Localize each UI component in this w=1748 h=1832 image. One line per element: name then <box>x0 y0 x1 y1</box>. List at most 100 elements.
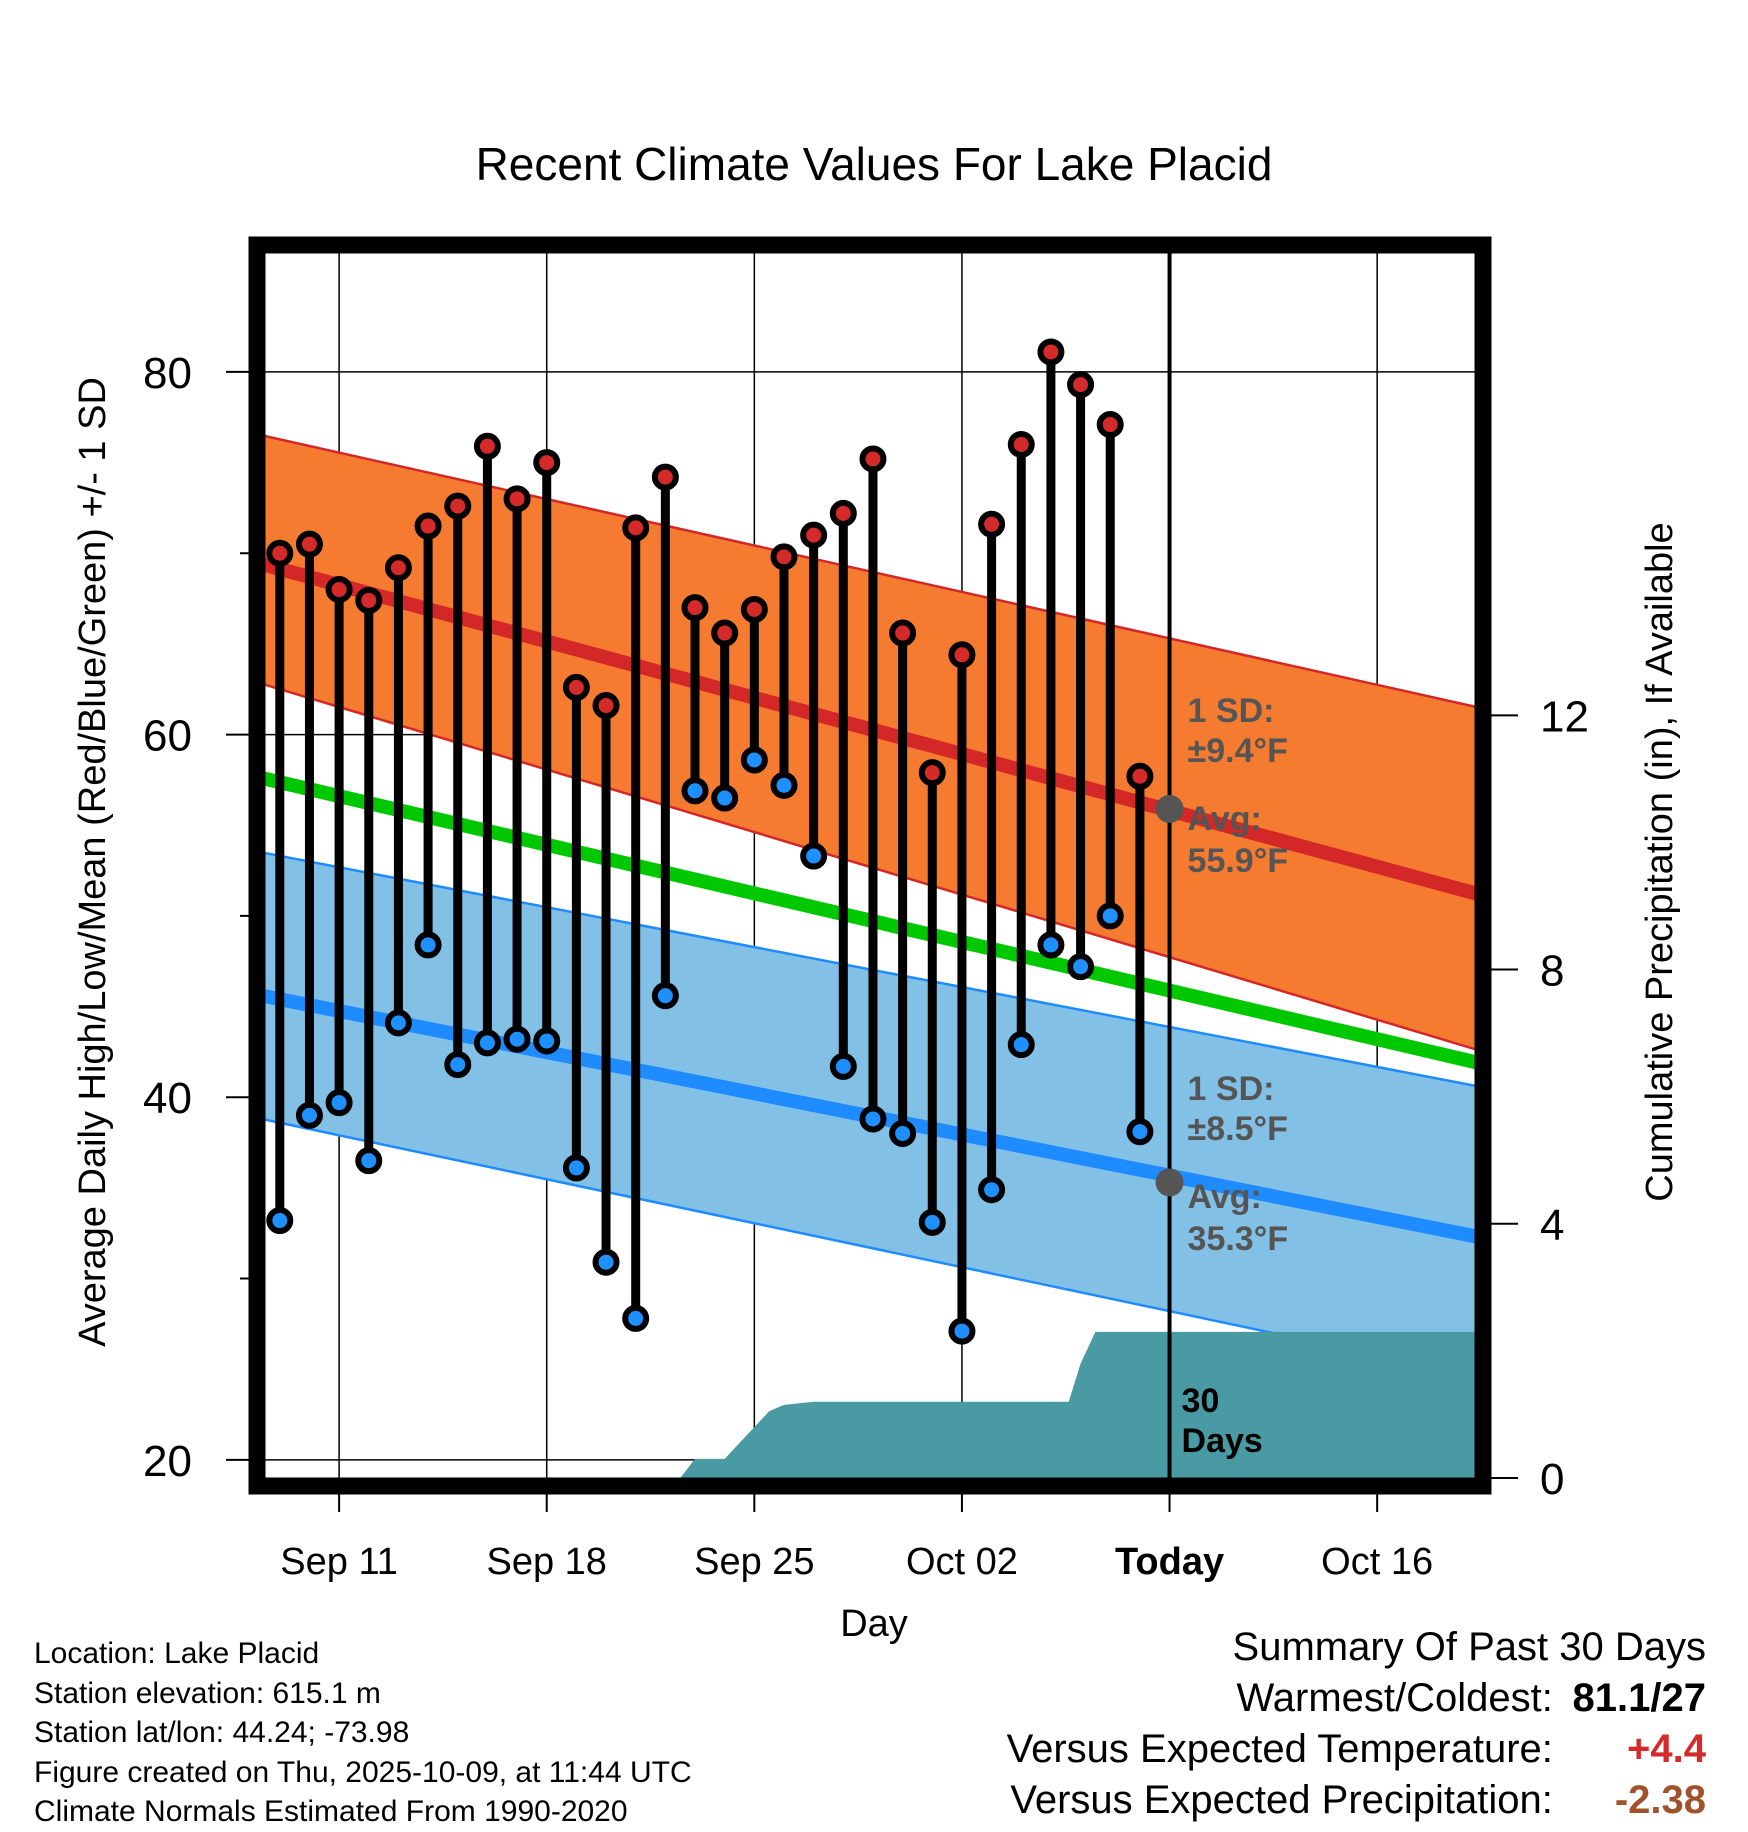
summary-precip-value: -2.38 <box>1614 1778 1706 1822</box>
x-tick-label-2: Sep 25 <box>694 1541 814 1583</box>
high-avg-value: 55.9°F <box>1188 842 1289 880</box>
y2-tick-label-4: 4 <box>1540 1201 1564 1250</box>
low-sd-value: ±8.5°F <box>1188 1110 1288 1148</box>
station-info: Location: Lake Placid Station elevation:… <box>34 1634 692 1832</box>
high-avg-label: Avg: <box>1188 800 1262 838</box>
low-marker <box>266 1207 294 1235</box>
low-marker <box>800 842 828 870</box>
info-created: Figure created on Thu, 2025-10-09, at 11… <box>34 1755 692 1789</box>
high-sd-value: ±9.4°F <box>1188 732 1288 770</box>
high-marker <box>473 432 501 460</box>
low-marker <box>355 1147 383 1175</box>
high-marker <box>384 554 412 582</box>
low-marker <box>414 931 442 959</box>
high-marker <box>592 692 620 720</box>
high-marker <box>829 499 857 527</box>
high-marker <box>325 576 353 604</box>
x-tick-label-4: Today <box>1115 1541 1224 1583</box>
summary-temp-row: Versus Expected Temperature: +4.4 <box>1007 1724 1706 1775</box>
low-marker <box>592 1248 620 1276</box>
high-marker <box>295 530 323 558</box>
high-marker <box>622 514 650 542</box>
high-marker <box>562 673 590 701</box>
x-tick-label-0: Sep 11 <box>280 1541 398 1583</box>
low-marker <box>503 1025 531 1053</box>
high-marker <box>651 463 679 491</box>
x-axis-label: Day <box>840 1603 908 1645</box>
today-high-avg-marker <box>1155 794 1184 823</box>
low-marker <box>711 784 739 812</box>
low-sd-label: 1 SD: <box>1188 1070 1275 1108</box>
low-marker <box>1067 953 1095 981</box>
low-marker <box>1096 902 1124 930</box>
low-marker <box>295 1101 323 1129</box>
low-avg-value: 35.3°F <box>1188 1220 1289 1258</box>
high-marker <box>1007 430 1035 458</box>
high-marker <box>355 586 383 614</box>
high-marker <box>918 759 946 787</box>
low-marker <box>889 1119 917 1147</box>
low-marker <box>651 982 679 1010</box>
y-tick-label-20: 20 <box>143 1437 192 1486</box>
chart-title: Recent Climate Values For Lake Placid <box>476 138 1273 190</box>
y-tick-label-80: 80 <box>143 349 192 398</box>
summary-warmest-row: Warmest/Coldest: 81.1/27 <box>1007 1673 1707 1724</box>
low-marker <box>740 746 768 774</box>
high-marker <box>978 510 1006 538</box>
x-tick-label-5: Oct 16 <box>1321 1541 1433 1583</box>
high-marker <box>1067 371 1095 399</box>
low-marker <box>325 1089 353 1117</box>
today-low-avg-marker <box>1155 1168 1184 1197</box>
high-marker <box>740 595 768 623</box>
low-marker <box>681 777 709 805</box>
high-marker <box>533 449 561 477</box>
summary-precip-row: Versus Expected Precipitation: -2.38 <box>1007 1775 1706 1826</box>
low-avg-label: Avg: <box>1188 1178 1262 1216</box>
low-marker <box>473 1029 501 1057</box>
data-series <box>260 338 1480 1478</box>
high-marker <box>444 492 472 520</box>
low-marker <box>1007 1031 1035 1059</box>
period-label-days: Days <box>1182 1422 1263 1460</box>
info-elevation: Station elevation: 615.1 m <box>34 1676 381 1710</box>
y-tick-label-40: 40 <box>143 1074 192 1123</box>
high-marker <box>1096 411 1124 439</box>
low-marker <box>1037 931 1065 959</box>
low-marker <box>622 1304 650 1332</box>
low-marker <box>948 1317 976 1345</box>
low-marker <box>384 1009 412 1037</box>
summary-warmest-label: Warmest/Coldest: <box>1236 1676 1553 1720</box>
high-marker <box>859 445 887 473</box>
high-marker <box>1037 338 1065 366</box>
summary-panel: Summary Of Past 30 Days Warmest/Coldest:… <box>1007 1622 1706 1826</box>
low-marker <box>978 1176 1006 1204</box>
high-marker <box>800 521 828 549</box>
low-marker <box>562 1154 590 1182</box>
info-normals: Climate Normals Estimated From 1990-2020 <box>34 1795 628 1828</box>
y2-axis-label: Cumulative Precipitation (in), If Availa… <box>1639 522 1681 1201</box>
high-marker <box>889 619 917 647</box>
precip-area <box>680 1331 1478 1478</box>
high-marker <box>414 512 442 540</box>
x-tick-label-1: Sep 18 <box>486 1541 606 1583</box>
y2-tick-label-0: 0 <box>1540 1455 1564 1504</box>
summary-precip-label: Versus Expected Precipitation: <box>1010 1778 1553 1822</box>
summary-temp-label: Versus Expected Temperature: <box>1006 1727 1553 1771</box>
high-marker <box>681 594 709 622</box>
high-marker <box>770 543 798 571</box>
period-label-number: 30 <box>1182 1382 1220 1420</box>
y2-tick-label-12: 12 <box>1540 692 1589 741</box>
high-marker <box>711 619 739 647</box>
y2-tick-label-8: 8 <box>1540 947 1564 996</box>
info-latlon: Station lat/lon: 44.24; -73.98 <box>34 1716 410 1749</box>
high-marker <box>1126 762 1154 790</box>
high-marker <box>948 641 976 669</box>
summary-warmest-value: 81.1/27 <box>1572 1676 1706 1720</box>
low-marker <box>444 1051 472 1079</box>
low-marker <box>770 771 798 799</box>
info-location: Location: Lake Placid <box>34 1637 320 1670</box>
summary-temp-value: +4.4 <box>1627 1727 1706 1771</box>
high-marker <box>266 539 294 567</box>
